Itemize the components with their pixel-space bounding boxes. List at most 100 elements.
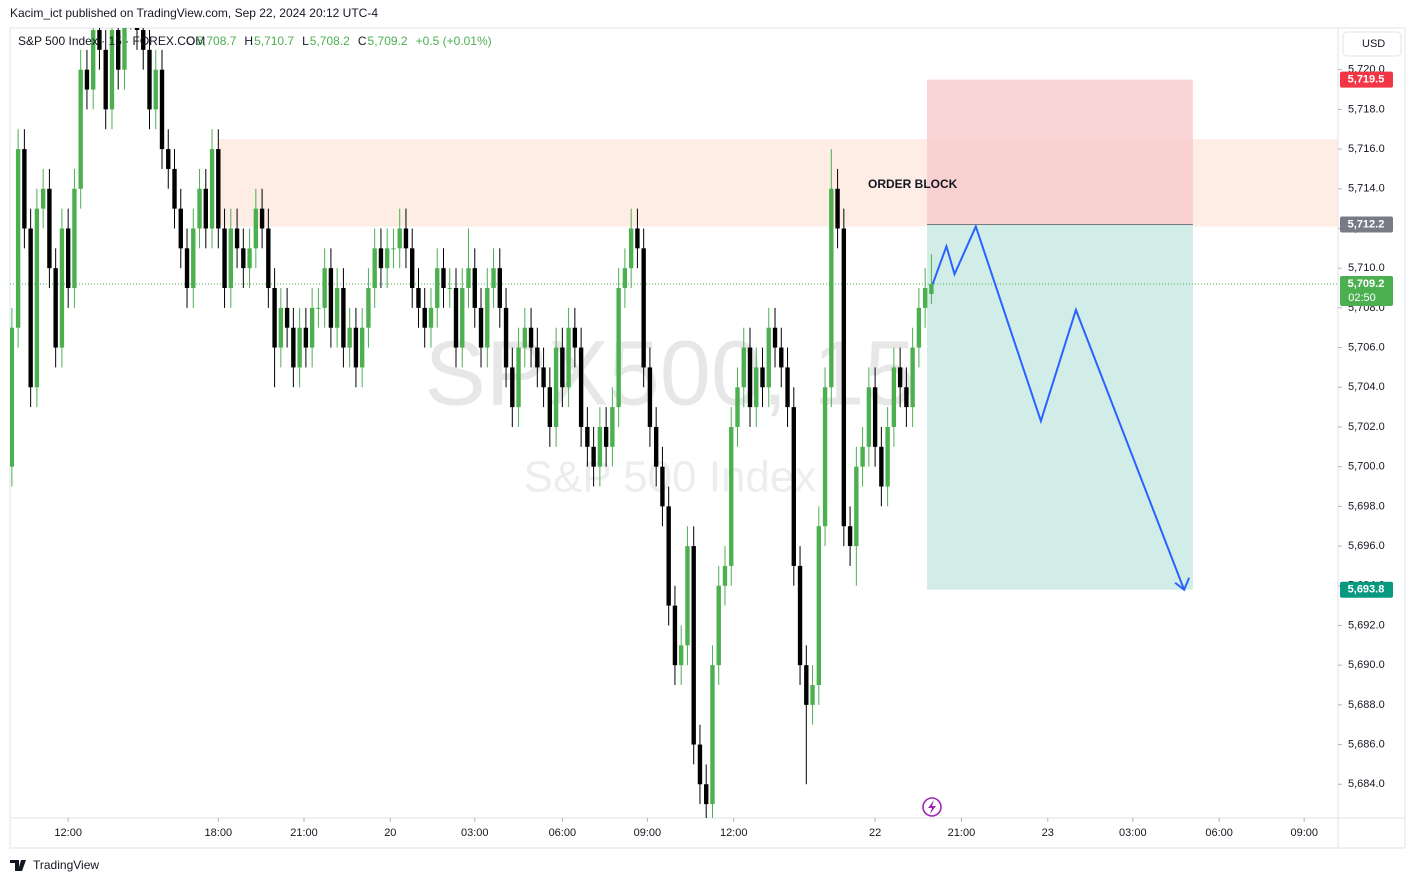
replay-icon[interactable]: [922, 797, 942, 817]
candle-body: [266, 228, 271, 289]
legend-value: 5,708.7: [196, 34, 236, 48]
candle-body: [322, 268, 327, 308]
candle-body: [628, 228, 634, 269]
currency-button[interactable]: [1342, 31, 1402, 57]
candle-body: [216, 149, 221, 229]
candle-body: [184, 248, 190, 289]
candle-body: [653, 426, 659, 467]
projection-arrowhead: [1174, 577, 1191, 592]
x-tick-label: 21:00: [948, 827, 976, 839]
candle-body: [372, 248, 377, 289]
candle-body: [341, 288, 346, 348]
price-label: 5,719.5: [1348, 74, 1385, 86]
candle-body: [566, 327, 571, 388]
price-label-box: [1340, 216, 1393, 233]
candle-body: [772, 327, 778, 348]
candle-body: [10, 327, 15, 467]
candle-body: [166, 149, 171, 169]
candle-body: [885, 426, 890, 487]
candle-body: [97, 29, 102, 50]
candle-body: [141, 29, 146, 50]
candle-body: [416, 288, 421, 308]
candle-body: [241, 248, 246, 269]
candle-body: [697, 744, 703, 785]
currency[interactable]: USD: [1362, 38, 1385, 50]
candle-body: [741, 347, 746, 388]
x-tick-label: 18:00: [205, 827, 233, 839]
ohlc-legend: O 5,708.7 H 5,710.7 L 5,708.2 C 5,709.2 +0.5 (+0…: [186, 34, 492, 48]
candle-body: [309, 307, 315, 348]
candle-body: [841, 228, 847, 527]
x-tick-label: 09:00: [634, 827, 662, 839]
candle-body: [366, 288, 371, 328]
y-tick-label: 5,706.0: [1348, 341, 1385, 353]
candle-body: [797, 565, 803, 666]
candle-body: [78, 69, 83, 189]
candle-body: [197, 188, 202, 229]
y-tick-label: 5,696.0: [1348, 540, 1385, 552]
candle-body: [516, 347, 521, 408]
candle-body: [610, 407, 615, 447]
y-tick-label: 5,718.0: [1348, 103, 1385, 115]
candle-body: [441, 268, 446, 289]
candle-body: [359, 327, 365, 368]
price-label: 5,712.2: [1348, 218, 1385, 230]
x-tick-label: 03:00: [1119, 827, 1147, 839]
candle-body: [347, 327, 352, 348]
x-tick-label: 23: [1042, 827, 1054, 839]
candle-body: [334, 288, 340, 328]
candle-body: [122, 28, 127, 70]
candle-body: [34, 208, 40, 388]
y-tick-label: 5,714.0: [1348, 183, 1385, 195]
y-tick-label: 5,692.0: [1348, 619, 1385, 631]
candle-body: [729, 426, 734, 566]
symbol: S&P 500 Index · 15 · FOREX.COM: [18, 34, 205, 48]
candle-body: [103, 49, 108, 110]
candle-body: [397, 228, 402, 249]
price-label-box: [1340, 71, 1393, 88]
target-zone: [927, 224, 1193, 590]
candle-body: [572, 327, 578, 348]
candle-body: [785, 367, 790, 408]
candle-body: [666, 506, 671, 606]
x-tick-label: 21:00: [290, 827, 318, 839]
byline: Kacim_ict published on TradingView.com, …: [10, 6, 378, 20]
candle-body: [59, 228, 65, 348]
candle-body: [109, 29, 115, 110]
price-label-box: [1340, 276, 1393, 307]
candle-body: [316, 307, 321, 309]
x-tick-label: 06:00: [1205, 827, 1233, 839]
candle-body: [804, 665, 809, 705]
candle-body: [879, 446, 884, 487]
candle-body: [228, 228, 234, 289]
watermark-name: S&P 500 Index: [524, 453, 817, 502]
candle-body: [735, 387, 740, 427]
candle-body: [91, 29, 96, 90]
candle-body: [65, 228, 71, 289]
x-tick-label: 12:00: [720, 827, 748, 839]
candle-body: [829, 188, 834, 388]
candle-body: [622, 268, 628, 289]
candle-body: [472, 268, 477, 308]
countdown: 02:50: [1348, 292, 1376, 304]
candle-body: [791, 407, 796, 566]
candle-body: [747, 347, 753, 408]
candle-body: [253, 208, 259, 249]
candle-body: [410, 248, 415, 289]
candle-body: [691, 546, 696, 745]
candle-body: [497, 268, 502, 308]
candle-body: [635, 228, 640, 249]
candle-body: [460, 288, 465, 348]
candle-body: [378, 248, 384, 269]
legend-change: +0.5 (+0.01%): [416, 34, 492, 48]
price-label-box: [1340, 581, 1393, 598]
candle-body: [278, 307, 284, 348]
candle-body: [172, 168, 177, 209]
order-block-label: ORDER BLOCK: [868, 177, 958, 191]
candle-body: [553, 347, 559, 427]
candle-body: [710, 665, 715, 805]
candle-body: [15, 149, 21, 328]
candle-body: [922, 288, 928, 308]
candle-body: [297, 327, 302, 368]
